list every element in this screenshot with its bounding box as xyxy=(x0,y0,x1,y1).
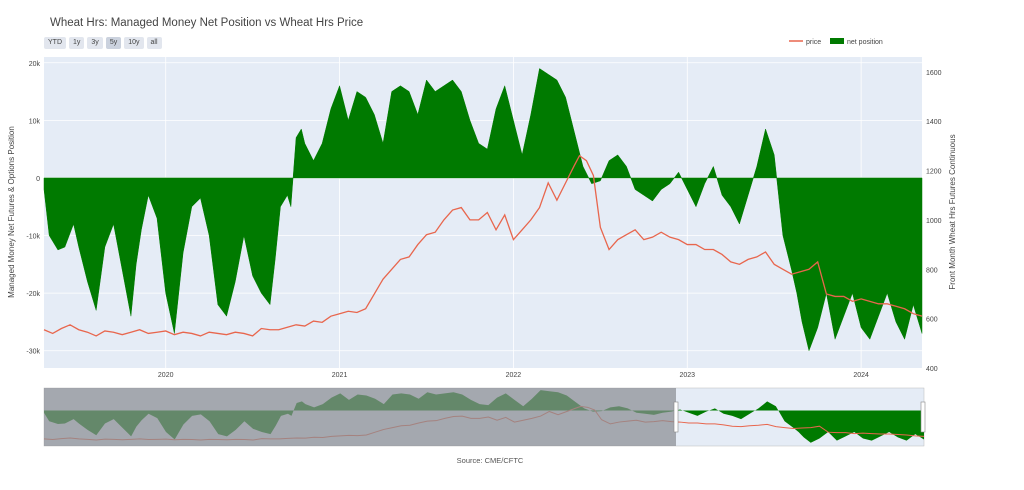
chart-title: Wheat Hrs: Managed Money Net Position vs… xyxy=(50,17,364,29)
y-tick-label: 0 xyxy=(36,176,40,183)
y-axis-label: Managed Money Net Futures & Options Posi… xyxy=(7,126,16,298)
range-selector: YTD 1y 3y 5y 10y all xyxy=(44,37,162,49)
range-button-3y[interactable]: 3y xyxy=(87,37,103,49)
legend-price-label: price xyxy=(806,39,821,46)
y2-tick-label: 1600 xyxy=(926,70,942,77)
y2-tick-label: 600 xyxy=(926,317,938,324)
legend-net-position-swatch xyxy=(830,38,844,44)
net-position-area xyxy=(43,68,923,352)
x-tick-label: 2020 xyxy=(158,372,174,379)
y2-tick-label: 800 xyxy=(926,267,938,274)
y-tick-label: 20k xyxy=(29,61,41,68)
y2-tick-label: 1400 xyxy=(926,119,942,126)
x-tick-label: 2023 xyxy=(679,372,695,379)
net-position-series xyxy=(43,68,923,352)
source-note: Source: CME/CFTC xyxy=(457,456,524,465)
y2-tick-label: 1000 xyxy=(926,218,942,225)
range-button-all[interactable]: all xyxy=(146,37,162,49)
legend[interactable]: price net position xyxy=(789,38,883,46)
range-button-1y[interactable]: 1y xyxy=(69,37,85,49)
y2-axis-label: Front Month Wheat Hrs Futures Continuous xyxy=(948,134,957,289)
price-line xyxy=(43,154,923,337)
x-axis: 2020 2021 2022 2023 2024 xyxy=(158,372,869,379)
y-tick-label: -10k xyxy=(26,234,40,241)
range-button-ytd[interactable]: YTD xyxy=(44,37,66,49)
price-series xyxy=(43,154,923,337)
x-tick-label: 2021 xyxy=(332,372,348,379)
x-tick-label: 2024 xyxy=(853,372,869,379)
y-axis-left: 20k 10k 0 -10k -20k -30k xyxy=(26,61,40,356)
range-button-5y[interactable]: 5y xyxy=(105,37,122,49)
y2-tick-label: 400 xyxy=(926,366,938,373)
range-slider-handle-right[interactable] xyxy=(920,401,926,433)
y-tick-label: 10k xyxy=(29,118,41,125)
range-slider[interactable] xyxy=(43,387,926,447)
range-button-10y[interactable]: 10y xyxy=(124,37,144,49)
range-slider-handle-left[interactable] xyxy=(673,401,679,433)
y-tick-label: -20k xyxy=(26,291,40,298)
y2-tick-label: 1200 xyxy=(926,169,942,176)
y-tick-label: -30k xyxy=(26,349,40,356)
legend-net-position-label: net position xyxy=(847,39,883,46)
y-axis-right: 1600 1400 1200 1000 800 600 400 xyxy=(926,70,942,373)
x-tick-label: 2022 xyxy=(506,372,522,379)
range-slider-mask xyxy=(44,388,676,446)
